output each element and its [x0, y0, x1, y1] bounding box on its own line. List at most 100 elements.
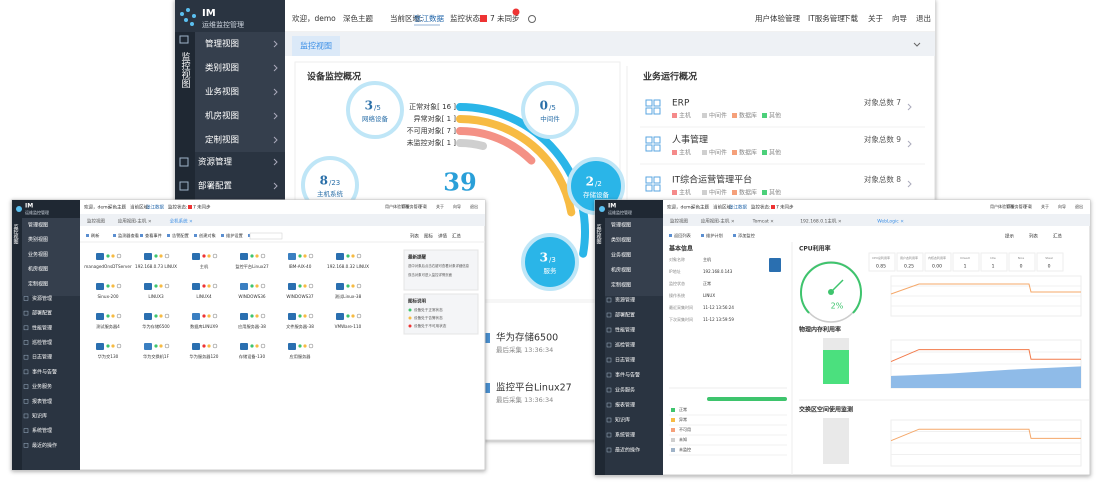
- device-label[interactable]: WINDOWS36: [238, 294, 265, 299]
- menu-item[interactable]: 业务服务: [32, 383, 52, 390]
- top-link[interactable]: 退出: [916, 13, 931, 23]
- biz-name[interactable]: 人事管理: [672, 134, 708, 146]
- menu-item[interactable]: 定制视图: [611, 282, 631, 289]
- menu-item[interactable]: 定制视图: [205, 135, 239, 146]
- top-link[interactable]: 退出: [470, 203, 478, 209]
- tab-label[interactable]: 全机系统 ×: [170, 218, 193, 225]
- menu-item[interactable]: 业务视图: [611, 252, 631, 259]
- toolbar-button[interactable]: 返回列表: [674, 232, 692, 239]
- device-label[interactable]: 华为交130: [98, 353, 119, 360]
- menu-item[interactable]: 日志管理: [615, 357, 635, 364]
- top-link[interactable]: 向导: [892, 13, 907, 23]
- top-link[interactable]: 向导: [453, 203, 461, 209]
- menu-item[interactable]: 业务视图: [205, 87, 239, 98]
- view-button[interactable]: 详情: [438, 233, 447, 240]
- menu-item[interactable]: 性能管理: [32, 324, 52, 331]
- device-label[interactable]: 测试Linux-38: [335, 293, 362, 300]
- menu-item[interactable]: 部署配置: [198, 181, 233, 192]
- menu-item[interactable]: 类别视图: [28, 236, 48, 243]
- device-label[interactable]: 应用服务器: [290, 353, 312, 360]
- biz-name[interactable]: IT综合运营管理平台: [672, 174, 752, 186]
- menu-item[interactable]: 事件与告警: [615, 372, 640, 379]
- menu-item[interactable]: 机房视图: [205, 111, 239, 122]
- menu-item[interactable]: 类别视图: [611, 237, 631, 244]
- toolbar-button[interactable]: 监测器查看: [118, 232, 139, 239]
- top-link[interactable]: 用户体验管理: [990, 203, 1014, 209]
- toolbar-button[interactable]: 刷新: [91, 232, 99, 239]
- top-link[interactable]: IT服务管理: [1007, 203, 1027, 209]
- view-button[interactable]: 图标: [424, 233, 433, 240]
- device-label[interactable]: 华为服务器120: [190, 353, 219, 360]
- menu-item[interactable]: 机房视图: [611, 267, 631, 274]
- menu-item[interactable]: 管理视图: [205, 39, 239, 50]
- menu-item[interactable]: 部署配置: [615, 312, 635, 319]
- device-label[interactable]: LINUX4: [196, 294, 212, 299]
- toolbar-button[interactable]: 查看事件: [145, 232, 162, 239]
- device-label[interactable]: VMWare-110: [335, 324, 362, 329]
- view-button[interactable]: 汇总: [1053, 233, 1062, 240]
- view-button[interactable]: 提示: [1005, 233, 1014, 240]
- device-label[interactable]: WINDOWS37: [286, 294, 313, 299]
- device-label[interactable]: LINUX3: [148, 294, 164, 299]
- menu-item[interactable]: 类别视图: [205, 63, 239, 74]
- view-button[interactable]: 汇总: [452, 233, 461, 240]
- menu-item[interactable]: 巡检管理: [615, 342, 635, 349]
- toolbar-button[interactable]: 添加监控: [738, 232, 756, 239]
- tab-label[interactable]: WebLogic ×: [877, 219, 904, 225]
- top-link[interactable]: 下载: [843, 13, 858, 23]
- menu-item[interactable]: 部署配置: [32, 310, 52, 317]
- menu-item[interactable]: 定制视图: [28, 280, 48, 287]
- top-link[interactable]: IT服务管理: [808, 13, 845, 23]
- device-label[interactable]: 192.168.0.32 LINUX: [327, 264, 369, 269]
- device-label[interactable]: 华为交换机1F: [143, 353, 170, 360]
- top-link[interactable]: 下载: [419, 203, 427, 209]
- menu-item[interactable]: 事件与告警: [32, 368, 57, 375]
- top-link[interactable]: 向导: [1058, 203, 1066, 209]
- menu-item[interactable]: 巡检管理: [32, 339, 52, 346]
- menu-item[interactable]: 业务视图: [28, 251, 48, 258]
- toolbar-button[interactable]: 维护设置: [226, 232, 243, 239]
- top-link[interactable]: IT服务管理: [402, 203, 422, 209]
- menu-item[interactable]: 管理视图: [28, 222, 48, 229]
- device-label[interactable]: 应用服务器-38: [238, 323, 266, 330]
- top-link[interactable]: 关于: [868, 13, 883, 23]
- menu-item[interactable]: 管理视图: [611, 222, 631, 229]
- theme-switch[interactable]: 深色主题: [343, 13, 373, 23]
- device-label[interactable]: 华为存储6500: [142, 323, 170, 330]
- view-button[interactable]: 列表: [1029, 233, 1038, 240]
- top-link[interactable]: 用户体验管理: [385, 203, 409, 209]
- top-link[interactable]: 用户体验管理: [755, 13, 800, 23]
- menu-item[interactable]: 资源管理: [32, 295, 52, 302]
- device-label[interactable]: IBM-AIX-40: [289, 264, 312, 269]
- top-link[interactable]: 退出: [1075, 203, 1083, 209]
- view-button[interactable]: 列表: [410, 233, 419, 240]
- tab-label[interactable]: 监控视图: [87, 218, 105, 225]
- menu-item[interactable]: 最近的操作: [615, 447, 640, 454]
- top-link[interactable]: 关于: [436, 203, 444, 209]
- refresh-icon[interactable]: [528, 15, 536, 23]
- device-label[interactable]: 数据库LINUX9: [190, 323, 218, 330]
- menu-item[interactable]: 资源管理: [198, 157, 233, 168]
- device-label[interactable]: managedOnsDTServer: [84, 264, 132, 269]
- toolbar-button[interactable]: 告警配置: [172, 232, 189, 239]
- device-label[interactable]: 存储设备-130: [239, 353, 266, 360]
- device-label[interactable]: 测试服务器4: [96, 323, 120, 330]
- menu-item[interactable]: 业务服务: [615, 387, 635, 394]
- device-label[interactable]: 监控平台Linux27: [235, 263, 269, 270]
- device-label[interactable]: 主机: [200, 263, 209, 270]
- toolbar-button[interactable]: 创建对象: [199, 232, 216, 239]
- device-label[interactable]: Sinux-200: [97, 294, 118, 299]
- menu-item[interactable]: 机房视图: [28, 266, 48, 273]
- menu-item[interactable]: 日志管理: [32, 354, 52, 361]
- tab-label[interactable]: 监控视图: [670, 218, 688, 225]
- region-link[interactable]: 张江数据: [414, 13, 444, 23]
- menu-item[interactable]: 知识库: [615, 417, 630, 424]
- biz-name[interactable]: ERP: [672, 99, 690, 109]
- tab-label[interactable]: Tomcat ×: [752, 219, 775, 225]
- menu-item[interactable]: 报表管理: [615, 402, 635, 409]
- toolbar-button[interactable]: 维护计划: [706, 232, 723, 239]
- tab-label[interactable]: 监控视图: [300, 41, 332, 51]
- device-label[interactable]: 192.168.0.73 LINUX: [135, 264, 177, 269]
- top-link[interactable]: 关于: [1041, 203, 1049, 209]
- top-link[interactable]: 下载: [1024, 203, 1032, 209]
